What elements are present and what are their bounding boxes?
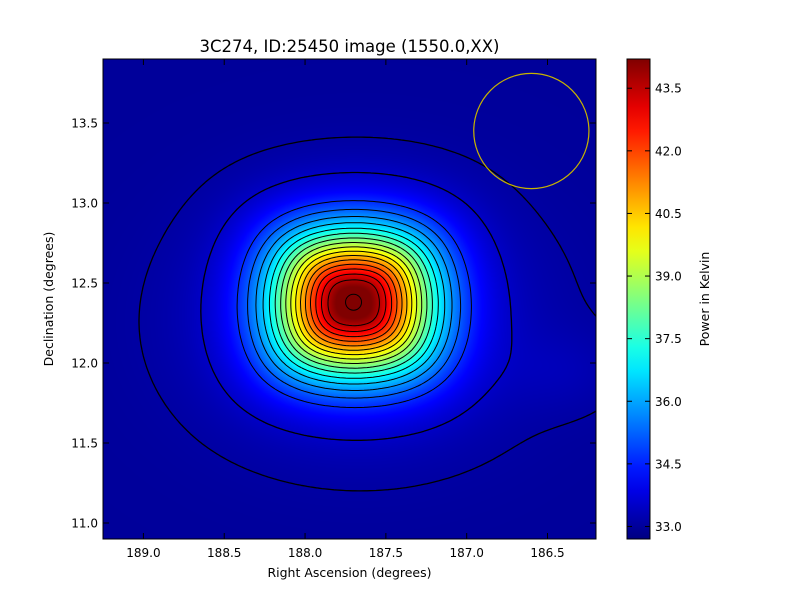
colorbar-label: Power in Kelvin [697,252,712,347]
contour-line [310,263,398,342]
colorbar-tick-label: 42.0 [655,144,682,158]
y-tick-label: 12.0 [71,357,98,371]
colorbar-tick-label: 40.5 [655,207,682,221]
colorbar-tick-label: 39.0 [655,270,682,284]
contour-line [262,222,446,385]
contour-line [315,268,393,338]
x-axis: 189.0 188.5 188.0 187.5 187.0 186.5 [126,59,565,560]
contour-line [200,171,513,441]
x-axis-label: Right Ascension (degrees) [267,565,431,580]
contour-line [247,208,462,399]
contour-line [321,273,387,332]
plot-area [102,58,597,540]
x-tick-label: 188.0 [288,546,322,560]
contour-line [138,136,596,492]
colorbar-tick-label: 33.0 [655,520,682,534]
colorbar-tick-label: 43.5 [655,82,682,96]
beam-circle [473,72,590,190]
contour-line [285,242,423,364]
colorbar: 33.0 34.5 36.0 37.5 39.0 40.5 42.0 43.5 Power i… [626,58,712,540]
y-tick-label: 11.5 [71,437,98,451]
x-tick-label: 188.5 [207,546,241,560]
contour-line [290,246,418,360]
colorbar-ticks: 33.0 34.5 36.0 37.5 39.0 40.5 42.0 43.5 [627,82,682,534]
plot-frame [102,58,597,540]
peak-marker [345,293,363,311]
contour-lines [138,136,596,492]
heatmap-image [103,59,596,539]
contour-line [280,237,428,369]
x-tick-label: 189.0 [126,546,160,560]
contour-line [300,255,408,351]
x-tick-label: 187.5 [369,546,403,560]
colorbar-tick-label: 34.5 [655,457,682,471]
colorbar-tick-label: 37.5 [655,332,682,346]
y-tick-label: 13.0 [71,197,98,211]
y-axis-label: Declination (degrees) [41,232,56,367]
y-tick-label: 11.0 [71,517,98,531]
contour-line [305,259,403,347]
x-tick-label: 187.0 [450,546,484,560]
colorbar-gradient [627,59,650,539]
y-tick-label: 13.5 [71,117,98,131]
peak-ring [345,293,363,311]
contour-line [327,279,380,327]
contour-line [236,200,472,409]
y-tick-label: 12.5 [71,277,98,291]
contour-line [255,216,453,391]
y-axis: 11.0 11.5 12.0 12.5 13.0 13.5 [71,117,596,531]
chart-title: 3C274, ID:25450 image (1550.0,XX) [200,37,500,56]
x-tick-label: 186.5 [530,546,564,560]
colorbar-tick-label: 36.0 [655,395,682,409]
contour-line [295,250,413,356]
contour-line [274,232,433,374]
contour-line [268,227,439,379]
colorbar-frame [626,58,651,540]
